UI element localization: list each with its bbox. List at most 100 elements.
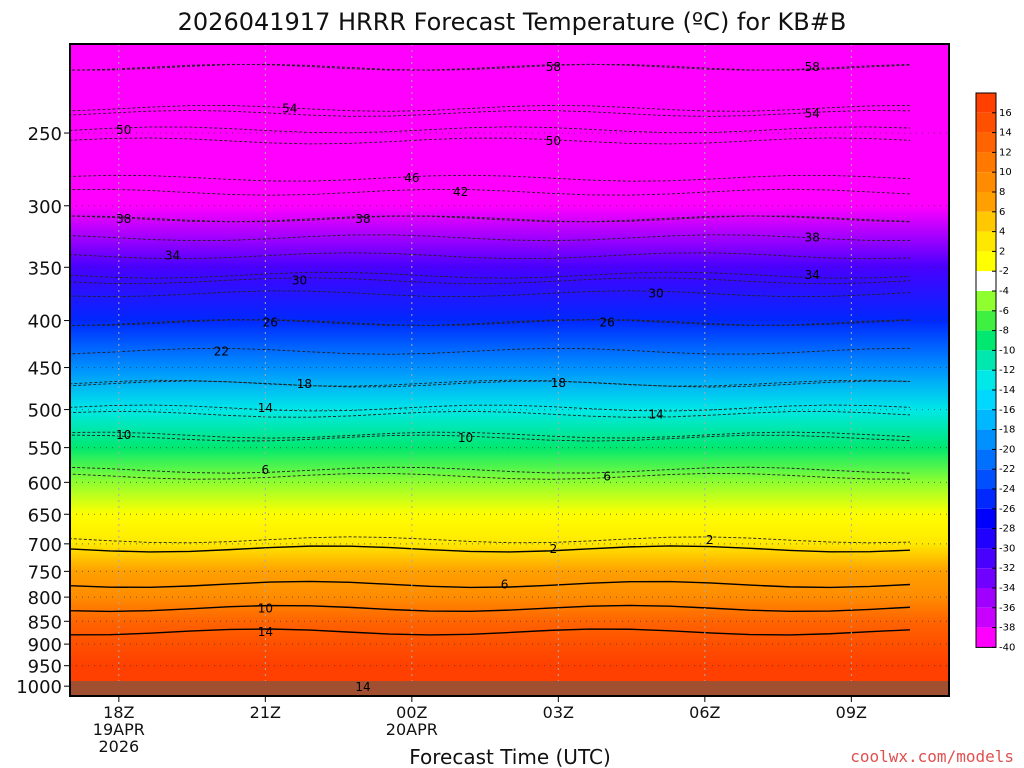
isotherm-line: [70, 319, 911, 326]
colorbar-swatch: [976, 211, 996, 232]
isotherm-line: [70, 104, 911, 112]
colorbar-swatch: [976, 291, 996, 311]
contour-label: 46: [404, 171, 419, 185]
isotherm-line: [70, 431, 911, 439]
contour-label: 22: [214, 344, 229, 358]
contour-label: 26: [600, 316, 615, 330]
x-tick-label: 09Z: [836, 703, 867, 722]
y-tick-label: 550: [28, 439, 62, 460]
colorbar-swatch: [976, 489, 996, 509]
contour-label: 34: [805, 268, 820, 282]
isotherm-line: [70, 215, 911, 223]
y-tick-label: 1000: [16, 677, 62, 698]
temperature-field: [70, 44, 949, 696]
x-tick-label: 00Z: [396, 703, 427, 722]
isotherm-line: [70, 234, 911, 242]
contour-label: 10: [458, 431, 473, 445]
contour-label: 2: [706, 533, 714, 547]
x-tick-label: 21Z: [250, 703, 281, 722]
isotherm-line: [70, 604, 911, 613]
contour-label: 10: [258, 601, 273, 615]
contour-label: 2: [550, 542, 558, 556]
colorbar-label: -32: [999, 563, 1015, 574]
colorbar-swatch: [976, 390, 996, 410]
contour-label: 10: [116, 428, 131, 442]
y-tick-label: 950: [28, 657, 62, 678]
y-tick-label: 800: [28, 588, 62, 609]
contour-label: 58: [805, 60, 820, 74]
plot-area: [70, 44, 949, 696]
colorbar-label: 10: [999, 167, 1012, 178]
colorbar-label: -2: [999, 266, 1009, 277]
colorbar-label: -14: [999, 385, 1015, 396]
y-tick-label: 400: [28, 312, 62, 333]
colorbar-label: -20: [999, 444, 1015, 455]
contour-label: 30: [648, 287, 663, 301]
contour-label: 34: [165, 249, 180, 263]
plot-frame: [69, 43, 950, 697]
grid-lines: [70, 44, 949, 696]
colorbar-swatch: [976, 370, 996, 390]
colorbar-swatch: [976, 528, 996, 549]
colorbar-label: -12: [999, 365, 1015, 376]
colorbar-label: -4: [999, 286, 1009, 297]
colorbar-label: -36: [999, 603, 1015, 614]
x-tick-label: 19APR: [93, 720, 145, 739]
colorbar-swatch: [976, 231, 996, 252]
contour-label: 18: [297, 377, 312, 391]
x-tick-label: 18Z: [103, 703, 134, 722]
colorbar-swatch: [976, 330, 996, 351]
isotherm-line: [70, 580, 911, 589]
y-tick-label: 350: [28, 258, 62, 279]
isotherm-line: [70, 271, 911, 279]
colorbar-swatch: [976, 172, 996, 192]
isotherm-line: [70, 472, 911, 480]
colorbar-label: -24: [999, 484, 1015, 495]
colorbar-swatch: [976, 192, 996, 212]
contour-label: 38: [116, 212, 131, 226]
colorbar-swatch: [976, 548, 996, 569]
colorbar-label: -38: [999, 623, 1015, 634]
y-tick-label: 300: [28, 197, 62, 218]
isotherm-line: [70, 434, 911, 442]
colorbar-swatch: [976, 310, 996, 331]
contour-label: 50: [116, 123, 131, 137]
y-tick-label: 850: [28, 612, 62, 633]
colorbar-label: -22: [999, 464, 1015, 475]
colorbar-label: 14: [999, 128, 1012, 139]
colorbar-label: -6: [999, 306, 1009, 317]
colorbar-label: -16: [999, 405, 1015, 416]
y-tick-label: 450: [28, 359, 62, 380]
contour-label: 38: [805, 231, 820, 245]
colorbar-label: -26: [999, 504, 1015, 515]
contour-label: 6: [262, 463, 270, 477]
colorbar-label: 16: [999, 108, 1012, 119]
isotherm-line: [70, 466, 911, 474]
x-tick-label: 03Z: [543, 703, 574, 722]
colorbar-swatch: [976, 429, 996, 450]
colorbar-label: -10: [999, 345, 1015, 356]
colorbar-label: -30: [999, 543, 1015, 554]
colorbar-label: -18: [999, 425, 1015, 436]
colorbar-label: 8: [999, 187, 1005, 198]
isotherm-line: [70, 347, 911, 355]
isotherm-line: [70, 174, 911, 182]
colorbar-label: 4: [999, 227, 1005, 238]
contour-label: 42: [453, 185, 468, 199]
contour-label: 30: [292, 274, 307, 288]
isotherm-line: [70, 252, 911, 260]
isotherm-line: [70, 410, 911, 418]
watermark: coolwx.com/models: [850, 747, 1014, 766]
y-tick-label: 250: [28, 124, 62, 145]
colorbar-label: 12: [999, 147, 1012, 158]
isotherm-line: [70, 277, 911, 285]
contour-label: 6: [603, 469, 611, 483]
y-tick-label: 500: [28, 401, 62, 422]
contour-label: 26: [263, 316, 278, 330]
colorbar-label: -28: [999, 524, 1015, 535]
x-tick-label: 06Z: [689, 703, 720, 722]
colorbar-swatch: [976, 93, 996, 113]
colorbar-swatch: [976, 251, 996, 272]
isotherm-line: [70, 628, 911, 636]
